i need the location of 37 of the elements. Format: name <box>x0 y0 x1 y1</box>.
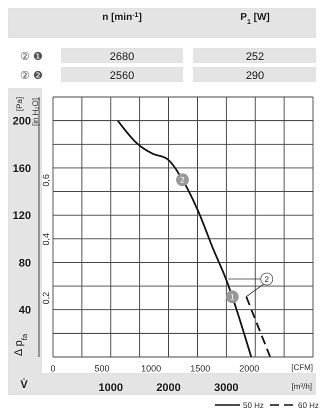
number-badge: 1 <box>226 290 239 304</box>
x2-tick-label: 1000 <box>141 363 162 374</box>
text: 2680 <box>110 51 134 63</box>
y2-tick-label: 0,6 <box>41 174 51 187</box>
x-tick-label: 3000 <box>214 382 239 394</box>
text: ② ❷ <box>20 70 44 82</box>
y-tick-label: 200 <box>12 116 31 128</box>
x-tick-label: 2000 <box>156 382 181 394</box>
y2-tick-label: 0,4 <box>41 232 51 246</box>
legend-label: 60 Hz <box>298 401 319 410</box>
text: 2560 <box>110 70 134 82</box>
text: [m³/h] <box>292 382 312 391</box>
annotation: 2 <box>264 275 270 284</box>
legend-label: 50 Hz <box>243 401 264 410</box>
y-tick-label: 40 <box>18 304 31 317</box>
y2-axis-title: [in H₂O] <box>31 98 40 126</box>
y-tick-label: 160 <box>12 162 31 175</box>
text: 252 <box>246 51 264 63</box>
number-badge: 2 <box>176 173 189 186</box>
text: ② ❶ <box>20 51 44 63</box>
text: n [min$^{-1}$] <box>102 12 142 23</box>
y2-tick-label: 0,2 <box>41 292 51 304</box>
x2-tick-label: 0 <box>50 363 56 374</box>
text: P$_{1}$ [W] <box>240 12 270 26</box>
y-tick-label: 80 <box>18 257 31 270</box>
x-axis-title: V̇ <box>20 378 28 391</box>
annotation: 1 <box>230 292 236 302</box>
y-tick-label: 120 <box>12 210 31 222</box>
x-tick-label: 1000 <box>98 382 124 394</box>
x2-tick-label: 2000 <box>239 363 260 374</box>
annotation: 2 <box>180 176 186 185</box>
x2-axis-title: [CFM] <box>291 363 313 372</box>
text: [Pa] <box>15 96 24 112</box>
x2-tick-label: 1500 <box>190 363 210 374</box>
x2-tick-label: 500 <box>94 363 110 374</box>
text: 290 <box>246 70 264 82</box>
number-badge: 2 <box>260 272 274 286</box>
